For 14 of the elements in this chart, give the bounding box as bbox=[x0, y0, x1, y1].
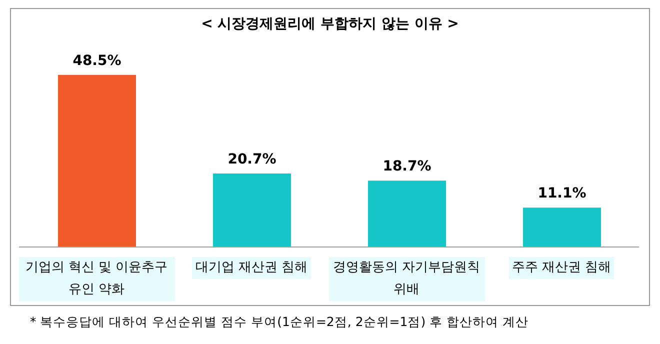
bar bbox=[368, 180, 446, 247]
data-label: 20.7% bbox=[228, 152, 276, 168]
data-label: 48.5% bbox=[72, 52, 122, 69]
data-label: 18.7% bbox=[382, 158, 432, 175]
bar bbox=[523, 208, 601, 247]
x-tick-label: 주주 재산권 침해 bbox=[508, 257, 614, 279]
x-tick-label: 대기업 재산권 침해 bbox=[192, 257, 311, 279]
x-tick-label: 경영활동의 자기부담원칙 위배 bbox=[328, 257, 484, 301]
chart-title: < 시장경제원리에 부합하지 않는 이유 > bbox=[200, 15, 460, 33]
bar bbox=[58, 74, 136, 247]
data-label: 11.1% bbox=[538, 186, 586, 202]
bar bbox=[213, 174, 291, 247]
text: * 복수응답에 대하여 우선순위별 점수 부여(1순위=2점, 2순위=1점) 후 합산하여 계산 bbox=[30, 314, 528, 331]
x-tick-label: 기업의 혁신 및 이윤추구 유인 약화 bbox=[18, 257, 174, 301]
